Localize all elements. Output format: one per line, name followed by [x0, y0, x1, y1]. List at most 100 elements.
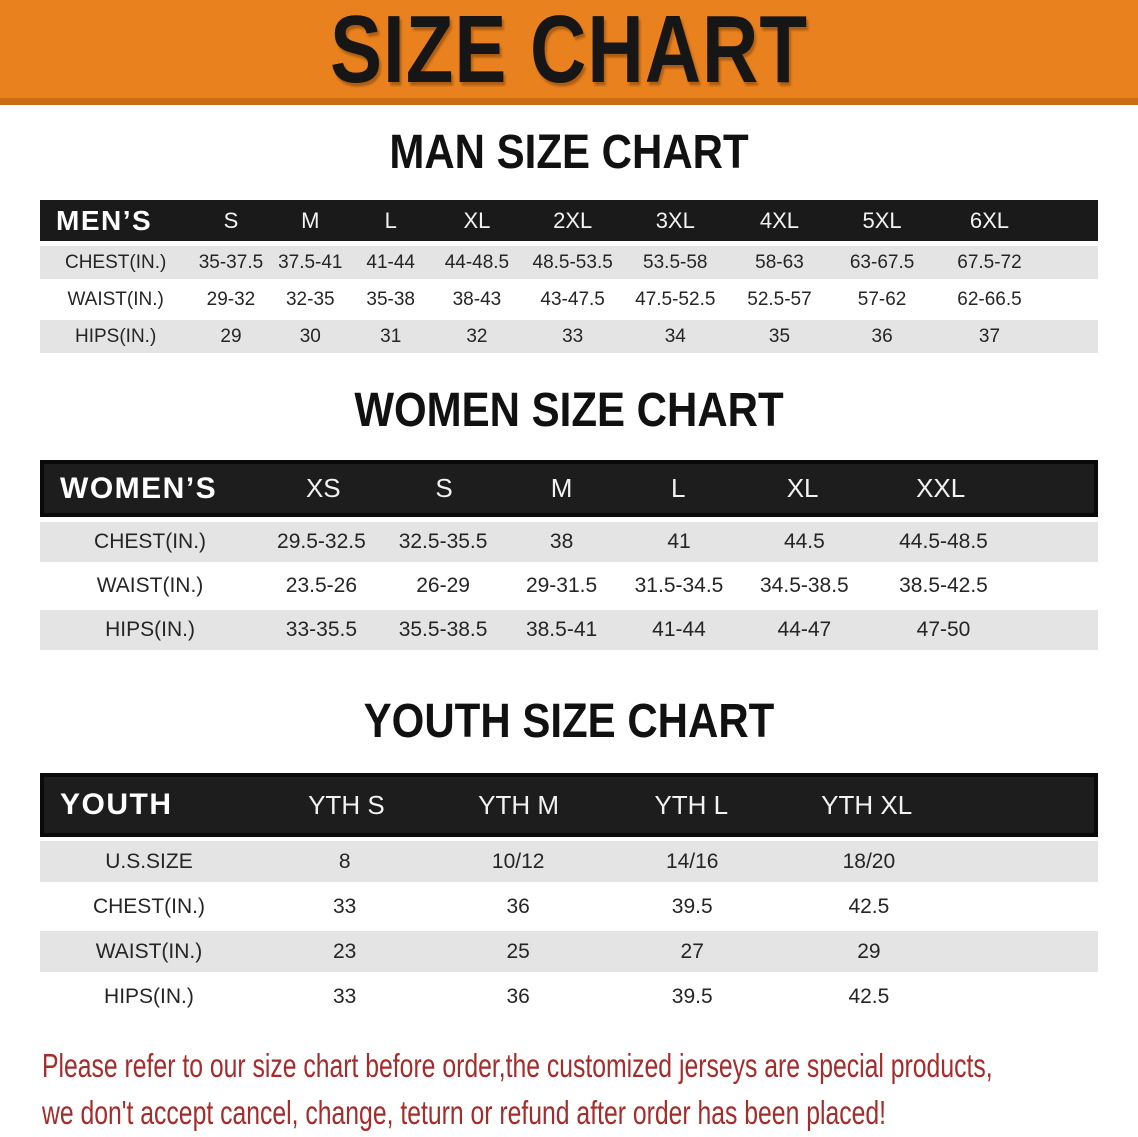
- size-column-header: 2XL: [553, 207, 593, 233]
- size-value: 29: [220, 325, 242, 347]
- size-value: 30: [299, 325, 321, 347]
- size-column-header: YTH M: [478, 789, 560, 820]
- size-column-header: 5XL: [862, 207, 902, 233]
- size-value: 25: [506, 939, 530, 963]
- size-value: 32: [466, 325, 488, 347]
- size-value: 53.5-58: [643, 251, 708, 273]
- row-label: WAIST(IN.): [96, 574, 204, 597]
- size-value: 29.5-32.5: [277, 530, 366, 553]
- size-value: 43-47.5: [540, 288, 605, 310]
- footer-disclaimer: Please refer to our size chart before or…: [0, 1043, 1138, 1137]
- size-value: 44-47: [777, 618, 832, 641]
- size-value: 36: [871, 325, 893, 347]
- size-value: 23: [333, 939, 357, 963]
- size-value: 36: [506, 984, 530, 1008]
- size-value: 38.5-41: [525, 618, 598, 641]
- size-value: 44-48.5: [444, 251, 510, 273]
- size-value: 35: [768, 325, 791, 347]
- size-column-header: YTH XL: [821, 789, 913, 820]
- size-value: 38.5-42.5: [899, 574, 988, 597]
- size-value: 18/20: [842, 849, 896, 873]
- size-column-header: L: [670, 473, 686, 503]
- size-value: 32-35: [285, 288, 335, 310]
- women-section-title: WOMEN SIZE CHART: [354, 382, 784, 437]
- youth-row-chest-in.: CHEST(IN.) 33 36 39.5 42.5: [40, 886, 1098, 927]
- size-value: 42.5: [848, 894, 890, 918]
- size-value: 47.5-52.5: [635, 288, 716, 310]
- size-value: 63-67.5: [849, 251, 915, 273]
- banner: SIZE CHART: [0, 0, 1138, 105]
- men-row-waist-in.: WAIST(IN.) 29-32 32-35 35-38 38-43 43-47.5 47.…: [40, 283, 1098, 316]
- size-value: 23.5-26: [285, 574, 358, 597]
- size-value: 31.5-34.5: [634, 574, 724, 597]
- women-row-hips-in.: HIPS(IN.) 33-35.5 35.5-38.5 38.5-41 41-44 44-…: [40, 610, 1098, 650]
- size-value: 14/16: [665, 849, 719, 873]
- size-value: 33-35.5: [285, 618, 358, 641]
- row-label: HIPS(IN.): [75, 325, 157, 347]
- size-column-header: 6XL: [969, 207, 1010, 233]
- size-value: 48.5-53.5: [532, 251, 613, 273]
- youth-table-header-row: YOUTH YTH S YTH M YTH L YTH XL: [40, 773, 1098, 837]
- row-label: CHEST(IN.): [94, 530, 207, 553]
- size-value: 33: [333, 894, 357, 918]
- size-column-header: XXL: [916, 473, 966, 503]
- women-table-header-row: WOMEN’S XS S M L XL XXL: [40, 460, 1098, 517]
- row-label: CHEST(IN.): [92, 894, 205, 918]
- size-column-header: S: [223, 207, 239, 233]
- size-column-header: XL: [463, 207, 491, 233]
- men-size-table: MEN’S S M L XL 2XL 3XL 4XL 5XL 6XL CHEST(IN.) 35-37…: [40, 200, 1098, 353]
- size-value: 33: [333, 984, 357, 1008]
- size-value: 58-63: [755, 251, 804, 273]
- banner-title: SIZE CHART: [330, 0, 808, 103]
- size-value: 35-38: [366, 288, 415, 310]
- size-value: 10/12: [491, 849, 545, 873]
- size-column-header: M: [550, 473, 573, 503]
- size-value: 27: [680, 939, 704, 963]
- row-label: U.S.SIZE: [105, 849, 193, 873]
- size-value: 44.5-48.5: [899, 530, 988, 553]
- size-value: 41: [667, 530, 691, 553]
- size-value: 44.5: [783, 530, 825, 553]
- women-size-table: WOMEN’S XS S M L XL XXL CHEST(IN.) 29.5-32.5 32.5…: [40, 460, 1098, 650]
- footer-disclaimer-line2: we don't accept cancel, change, teturn o…: [42, 1093, 887, 1131]
- size-value: 41-44: [652, 618, 706, 641]
- size-value: 47-50: [916, 618, 971, 641]
- youth-row-waist-in.: WAIST(IN.) 23 25 27 29: [40, 931, 1098, 972]
- youth-size-table: YOUTH YTH S YTH M YTH L YTH XL U.S.SIZE 8 10/12…: [40, 773, 1098, 1017]
- row-label: HIPS(IN.): [104, 984, 194, 1008]
- size-value: 39.5: [671, 894, 713, 918]
- size-value: 42.5: [848, 984, 890, 1008]
- youth-header-label: YOUTH: [60, 788, 173, 821]
- size-value: 35-37.5: [198, 251, 264, 273]
- size-value: 35.5-38.5: [398, 618, 488, 641]
- size-column-header: S: [435, 473, 453, 503]
- size-value: 29: [857, 939, 881, 963]
- size-value: 33: [562, 325, 584, 347]
- size-column-header: 3XL: [655, 207, 695, 233]
- size-column-header: M: [301, 207, 320, 233]
- size-value: 41-44: [366, 251, 415, 273]
- women-row-chest-in.: CHEST(IN.) 29.5-32.5 32.5-35.5 38 41 44.5 44.5…: [40, 522, 1098, 562]
- size-value: 38: [549, 530, 574, 553]
- men-section-title: MAN SIZE CHART: [389, 124, 749, 179]
- size-value: 57-62: [857, 288, 907, 310]
- youth-section-title: YOUTH SIZE CHART: [363, 693, 775, 748]
- size-value: 34: [664, 325, 686, 347]
- row-label: HIPS(IN.): [105, 618, 195, 641]
- size-column-header: XS: [305, 473, 341, 503]
- size-value: 34.5-38.5: [760, 574, 849, 597]
- size-column-header: YTH S: [308, 789, 385, 820]
- men-row-chest-in.: CHEST(IN.) 35-37.5 37.5-41 41-44 44-48.5 48.5…: [40, 246, 1098, 279]
- footer-disclaimer-line1: Please refer to our size chart before or…: [42, 1047, 993, 1084]
- size-value: 31: [380, 325, 402, 347]
- size-value: 29-31.5: [525, 574, 598, 597]
- size-value: 39.5: [671, 984, 713, 1008]
- size-value: 29-32: [206, 288, 256, 310]
- size-value: 37: [978, 325, 1001, 347]
- size-value: 37.5-41: [278, 251, 343, 273]
- size-value: 8: [338, 849, 351, 873]
- size-value: 52.5-57: [747, 288, 812, 310]
- women-row-waist-in.: WAIST(IN.) 23.5-26 26-29 29-31.5 31.5-34.5 34…: [40, 566, 1098, 606]
- women-header-label: WOMEN’S: [60, 471, 218, 505]
